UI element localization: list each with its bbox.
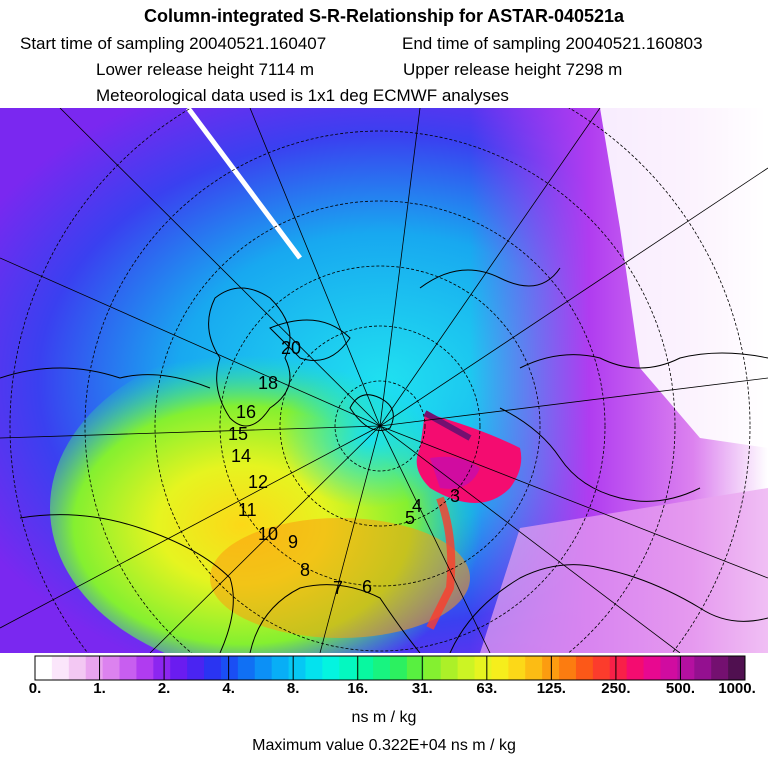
contour-label-15: 15 <box>228 424 249 444</box>
colorbar-tick-label: 0. <box>28 680 42 697</box>
colorbar-cell <box>187 656 205 680</box>
colorbar-cell <box>119 656 137 680</box>
colorbar-cell <box>356 656 374 680</box>
start-time-label: Start time of sampling 20040521.160407 <box>20 34 327 53</box>
contour-label-3: 3 <box>450 486 461 506</box>
colorbar-cell <box>694 656 712 680</box>
colorbar-cell <box>457 656 476 680</box>
chart-title: Column-integrated S-R-Relationship for A… <box>143 6 625 26</box>
colorbar-cell <box>474 656 492 680</box>
colorbar-cell <box>305 656 323 680</box>
contour-label-14: 14 <box>231 446 252 466</box>
colorbar-cell <box>728 656 746 680</box>
contour-label-11: 11 <box>238 500 257 520</box>
colorbar-tick-label: 1000. <box>718 680 756 697</box>
colorbar-cell <box>85 656 104 680</box>
contour-label-8: 8 <box>300 560 311 580</box>
colorbar-cell <box>35 656 53 680</box>
colorbar-tick-label: 16. <box>347 680 369 697</box>
end-time-label: End time of sampling 20040521.160803 <box>402 34 703 53</box>
colorbar-tick-label: 1. <box>93 680 106 697</box>
colorbar-cell <box>204 656 222 680</box>
meteo-label: Meteorological data used is 1x1 deg ECMW… <box>96 86 509 105</box>
contour-label-20: 20 <box>281 338 302 358</box>
colorbar-cell <box>575 656 594 680</box>
colorbar-cell <box>254 656 273 680</box>
colorbar-cell <box>643 656 661 680</box>
meridians <box>0 108 768 653</box>
colorbar-cell <box>609 656 628 680</box>
upper-release-label: Upper release height 7298 m <box>403 60 623 79</box>
colorbar-cell <box>491 656 509 680</box>
coastlines <box>0 267 768 653</box>
colorbar-cell <box>677 656 695 680</box>
colorbar-cell <box>390 656 408 680</box>
contour-label-10: 10 <box>258 524 279 544</box>
contour-label-5: 5 <box>405 508 416 528</box>
colorbar-cell <box>288 656 306 680</box>
colorbar-cell <box>660 656 678 680</box>
colorbar-cell <box>339 656 357 680</box>
colorbar-cell <box>440 656 459 680</box>
contour-label-9: 9 <box>288 532 299 552</box>
colorbar-cell <box>508 656 526 680</box>
colorbar-cell <box>542 656 560 680</box>
colorbar-cell <box>559 656 577 680</box>
lower-release-label: Lower release height 7114 m <box>96 60 314 79</box>
colorbar-cell <box>271 656 290 680</box>
polar-map <box>0 108 768 653</box>
colorbar-frame <box>34 655 746 681</box>
colorbar <box>34 655 746 681</box>
colorbar-cell <box>626 656 645 680</box>
contour-label-12: 12 <box>248 472 269 492</box>
graticule <box>9 108 751 653</box>
colorbar-cell <box>406 656 425 680</box>
colorbar-cell <box>237 656 256 680</box>
colorbar-tick-label: 8. <box>286 680 300 697</box>
colorbar-cell <box>136 656 154 680</box>
colorbar-tick-label: 2. <box>157 680 171 697</box>
contour-label-16: 16 <box>236 402 257 422</box>
colorbar-cell <box>373 656 391 680</box>
colorbar-tick-label: 125. <box>536 680 566 697</box>
colorbar-tick-label: 4. <box>222 680 235 697</box>
contour-label-7: 7 <box>333 578 344 598</box>
contour-label-18: 18 <box>258 373 279 393</box>
colorbar-cell <box>423 656 442 680</box>
colorbar-cell <box>711 656 729 680</box>
contour-label-4: 4 <box>412 496 423 516</box>
colorbar-cell <box>153 656 171 680</box>
colorbar-tick-label: 63. <box>476 680 498 697</box>
colorbar-cell <box>525 656 543 680</box>
contour-label-6: 6 <box>362 577 373 597</box>
colorbar-cell <box>102 656 121 680</box>
max-value-label: Maximum value 0.322E+04 ns m / kg <box>252 737 516 754</box>
units-label: ns m / kg <box>351 709 417 726</box>
colorbar-cell <box>51 656 70 680</box>
colorbar-cell <box>592 656 611 680</box>
colorbar-tick-label: 500. <box>665 680 696 697</box>
colorbar-tick-label: 250. <box>601 680 631 697</box>
colorbar-cell <box>322 656 340 680</box>
colorbar-cell <box>170 656 188 680</box>
colorbar-cell <box>220 656 239 680</box>
colorbar-cell <box>68 656 87 680</box>
colorbar-tick-label: 31. <box>411 680 433 697</box>
